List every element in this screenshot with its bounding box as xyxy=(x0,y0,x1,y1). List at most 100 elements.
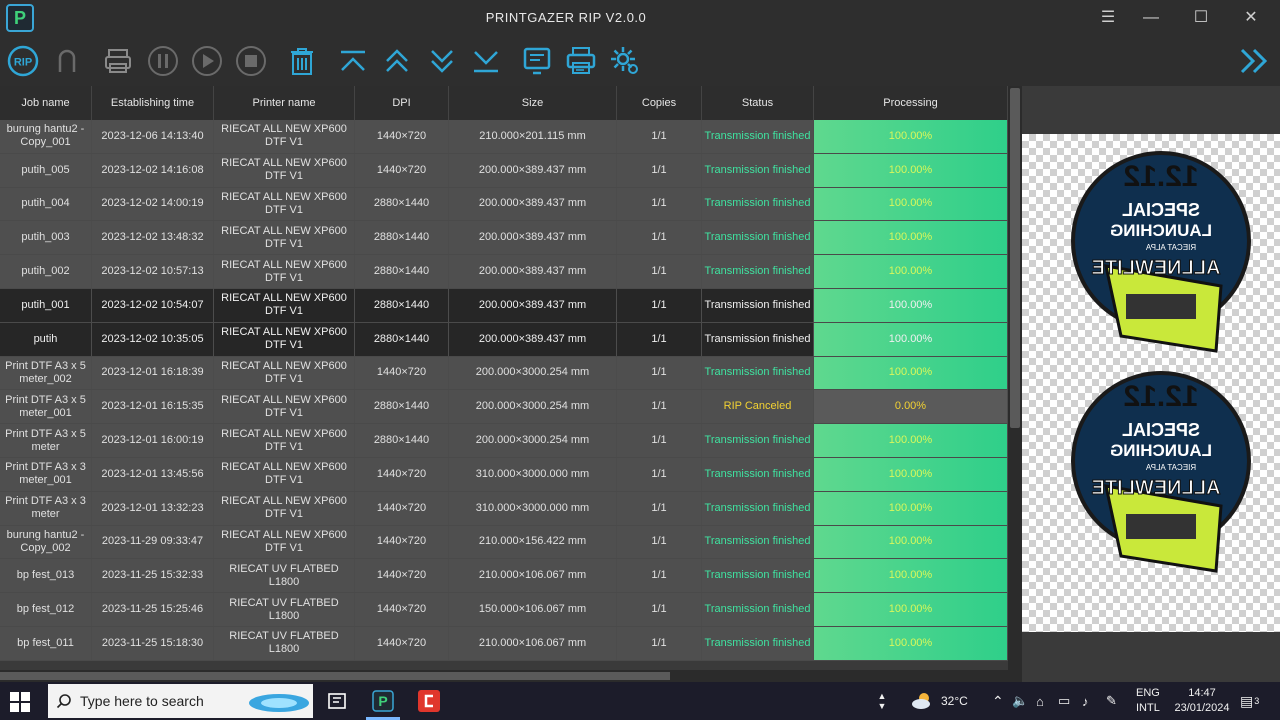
table-row[interactable]: burung hantu2 - Copy_002 2023-11-29 09:33… xyxy=(0,525,1008,560)
weather-cloud-icon[interactable] xyxy=(910,689,934,713)
menu-icon[interactable]: ☰ xyxy=(1100,9,1116,26)
table-row[interactable]: Print DTF A3 x 3 meter_001 2023-12-01 13:… xyxy=(0,457,1008,492)
cell-processing: 100.00% xyxy=(814,356,1008,390)
cell-establishing-time: 2023-12-01 13:45:56 xyxy=(92,457,214,491)
column-header-dpi[interactable]: DPI xyxy=(355,86,449,120)
move-up-icon[interactable] xyxy=(380,44,414,78)
cell-status: Transmission finished xyxy=(702,356,814,390)
cell-job-name: Print DTF A3 x 5 meter_001 xyxy=(0,390,92,424)
cell-status: Transmission finished xyxy=(702,221,814,255)
pen-icon[interactable]: ✎ xyxy=(1106,693,1117,708)
cell-copies: 1/1 xyxy=(617,491,702,525)
table-body: burung hantu2 - Copy_001 2023-12-06 14:13… xyxy=(0,120,1008,661)
clock-time: 14:47 xyxy=(1188,687,1216,699)
table-row[interactable]: bp fest_011 2023-11-25 15:18:30 RIECAT UV … xyxy=(0,626,1008,661)
close-button[interactable]: ✕ xyxy=(1244,9,1258,26)
cell-copies: 1/1 xyxy=(617,153,702,187)
microphone-icon[interactable]: ♪ xyxy=(1082,693,1089,709)
table-row[interactable]: Print DTF A3 x 5 meter_002 2023-12-01 16:… xyxy=(0,356,1008,391)
print-icon[interactable] xyxy=(101,44,135,78)
maximize-button[interactable]: ☐ xyxy=(1193,9,1209,26)
language-indicator[interactable]: ENG INTL xyxy=(1136,682,1160,720)
cell-processing: 100.00% xyxy=(814,457,1008,491)
red-app-taskbar-icon[interactable] xyxy=(417,689,441,713)
column-header-printer-name[interactable]: Printer name xyxy=(214,86,355,120)
table-row[interactable]: putih 2023-12-02 10:35:05 RIECAT ALL NEW X… xyxy=(0,322,1008,357)
play-icon[interactable] xyxy=(190,44,224,78)
table-row[interactable]: Print DTF A3 x 5 meter_001 2023-12-01 16:… xyxy=(0,390,1008,425)
expand-panel-icon[interactable] xyxy=(1238,44,1274,78)
table-row[interactable]: Print DTF A3 x 5 meter 2023-12-01 16:00:1… xyxy=(0,424,1008,458)
weather-temperature[interactable]: 32°C xyxy=(941,694,968,708)
table-row[interactable]: putih_004 2023-12-02 14:00:19 RIECAT ALL N… xyxy=(0,187,1008,222)
cell-printer-name: RIECAT UV FLATBED L1800 xyxy=(214,626,355,660)
minimize-button[interactable]: — xyxy=(1143,9,1159,26)
notification-icon[interactable]: ▤ 3 xyxy=(1240,692,1260,709)
table-row[interactable]: putih_001 2023-12-02 10:54:07 RIECAT ALL N… xyxy=(0,288,1008,323)
cell-dpi: 1440×720 xyxy=(355,153,449,187)
battery-icon[interactable]: ▭ xyxy=(1058,693,1071,708)
tray-chevron-up-icon[interactable]: ⌃ xyxy=(992,692,1004,709)
horizontal-scroll-thumb[interactable] xyxy=(0,672,670,680)
table-row[interactable]: bp fest_013 2023-11-25 15:32:33 RIECAT UV … xyxy=(0,559,1008,594)
cell-processing: 100.00% xyxy=(814,424,1008,457)
column-header-status[interactable]: Status xyxy=(702,86,814,120)
cell-dpi: 2880×1440 xyxy=(355,322,449,356)
vertical-scrollbar[interactable] xyxy=(1008,86,1022,670)
task-view-icon[interactable] xyxy=(325,689,349,713)
table-row[interactable]: putih_005 2023-12-02 14:16:08 RIECAT ALL N… xyxy=(0,153,1008,188)
window-title: PRINTGAZER RIP V2.0.0 xyxy=(485,10,647,25)
move-top-icon[interactable] xyxy=(336,44,370,78)
cell-dpi: 2880×1440 xyxy=(355,255,449,288)
preview-artwork-2: 12.12 SPECIAL LAUNCHING RIECAT ALPA ALLN… xyxy=(1071,371,1251,573)
table-row[interactable]: burung hantu2 - Copy_001 2023-12-06 14:13… xyxy=(0,120,1008,154)
cell-printer-name: RIECAT UV FLATBED L1800 xyxy=(214,593,355,626)
column-header-copies[interactable]: Copies xyxy=(617,86,702,120)
cell-establishing-time: 2023-11-25 15:25:46 xyxy=(92,593,214,626)
table-row[interactable]: bp fest_012 2023-11-25 15:25:46 RIECAT UV … xyxy=(0,593,1008,627)
cell-copies: 1/1 xyxy=(617,626,702,660)
column-header-processing[interactable]: Processing xyxy=(814,86,1008,120)
speaker-icon[interactable]: 🔈 xyxy=(1012,693,1029,708)
cell-printer-name: RIECAT ALL NEW XP600 DTF V1 xyxy=(214,457,355,491)
table-row[interactable]: putih_002 2023-12-02 10:57:13 RIECAT ALL N… xyxy=(0,255,1008,289)
cell-size: 200.000×389.437 mm xyxy=(449,153,617,187)
cell-establishing-time: 2023-12-06 14:13:40 xyxy=(92,120,214,153)
cell-status: Transmission finished xyxy=(702,491,814,525)
table-row[interactable]: Print DTF A3 x 3 meter 2023-12-01 13:32:2… xyxy=(0,491,1008,526)
clock[interactable]: 14:47 23/01/2024 xyxy=(1174,682,1230,720)
printgazer-taskbar-icon[interactable]: P xyxy=(371,689,395,713)
cell-copies: 1/1 xyxy=(617,390,702,424)
cell-printer-name: RIECAT ALL NEW XP600 DTF V1 xyxy=(214,153,355,187)
cell-job-name: putih xyxy=(0,322,92,356)
delete-icon[interactable] xyxy=(285,44,319,78)
table-row[interactable]: putih_003 2023-12-02 13:48:32 RIECAT ALL N… xyxy=(0,221,1008,256)
column-header-establishing-time[interactable]: Establishing time xyxy=(92,86,214,120)
horizontal-scrollbar[interactable] xyxy=(0,670,1022,682)
cell-dpi: 2880×1440 xyxy=(355,187,449,221)
stop-icon[interactable] xyxy=(234,44,268,78)
magnet-icon[interactable] xyxy=(50,44,84,78)
column-header-job-name[interactable]: Job name xyxy=(0,86,92,120)
column-header-size[interactable]: Size xyxy=(449,86,617,120)
preview-monitor-icon[interactable] xyxy=(520,44,554,78)
vertical-scroll-thumb[interactable] xyxy=(1010,88,1020,428)
printer-settings-icon[interactable] xyxy=(564,44,598,78)
cell-establishing-time: 2023-11-25 15:32:33 xyxy=(92,559,214,593)
windows-start-icon[interactable] xyxy=(10,692,30,712)
cell-size: 150.000×106.067 mm xyxy=(449,593,617,626)
cell-processing: 100.00% xyxy=(814,288,1008,322)
cell-status: Transmission finished xyxy=(702,559,814,593)
move-down-icon[interactable] xyxy=(425,44,459,78)
taskbar-search-box[interactable]: Type here to search xyxy=(48,684,313,718)
cell-status: Transmission finished xyxy=(702,457,814,491)
taskbar-scroll-arrows[interactable]: ▲ ▼ xyxy=(877,691,887,711)
cell-size: 200.000×389.437 mm xyxy=(449,322,617,356)
svg-text:ALLNEWLITE: ALLNEWLITE xyxy=(1092,477,1221,499)
rip-button[interactable]: RIP xyxy=(6,44,40,78)
move-bottom-icon[interactable] xyxy=(469,44,503,78)
network-icon[interactable]: ⌂ xyxy=(1036,693,1044,709)
pause-icon[interactable] xyxy=(146,44,180,78)
cell-dpi: 1440×720 xyxy=(355,457,449,491)
settings-gear-icon[interactable] xyxy=(608,44,642,78)
